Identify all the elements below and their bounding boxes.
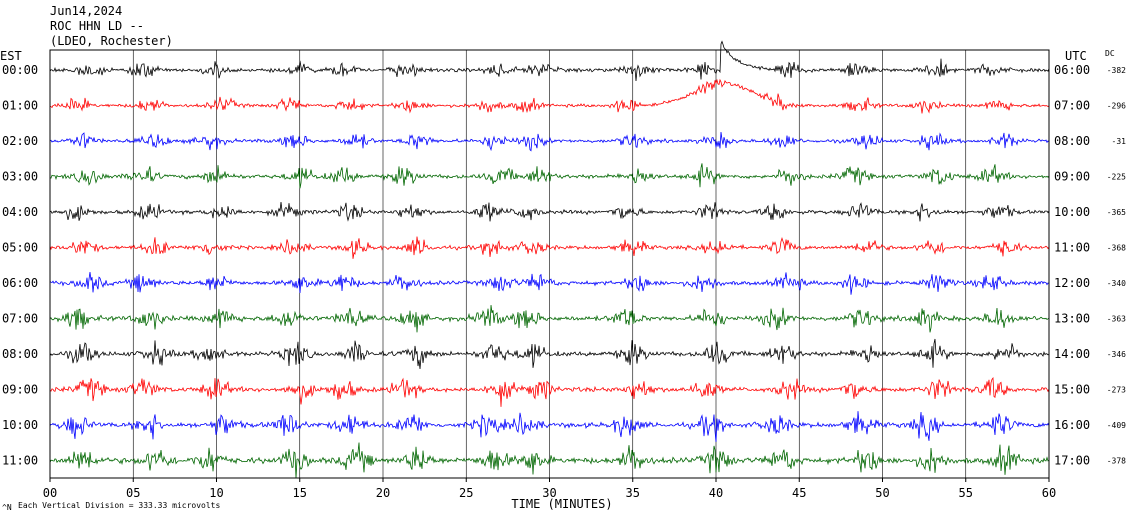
dc-offset-labels: -382 -296 -31 -225 -365 -368 -340 -363 -346 -273 -…	[1107, 66, 1126, 466]
trace-hour-0700	[49, 305, 1050, 333]
x-tick-label: 50	[875, 486, 889, 500]
trace-hour-0200	[49, 131, 1050, 152]
utc-hour-label: 08:00	[1054, 134, 1090, 148]
dc-offset-label: -296	[1107, 102, 1126, 111]
x-tick-label: 45	[792, 486, 806, 500]
est-hour-label: 03:00	[2, 170, 38, 184]
utc-hour-label: 07:00	[1054, 99, 1090, 113]
dc-offset-label: -382	[1107, 66, 1126, 75]
trace-hour-0500	[49, 236, 1050, 259]
dc-offset-label: -346	[1107, 350, 1126, 359]
network-label: (LDEO, Rochester)	[50, 34, 173, 48]
utc-hour-label: 15:00	[1054, 383, 1090, 397]
est-hour-label: 11:00	[2, 454, 38, 468]
est-hour-label: 05:00	[2, 241, 38, 255]
minute-grid	[49, 50, 1050, 478]
est-hour-label: 07:00	[2, 312, 38, 326]
utc-hour-label: 10:00	[1054, 205, 1090, 219]
x-tick-label: 20	[376, 486, 390, 500]
x-tick-label: 60	[1042, 486, 1056, 500]
scale-mark: ^N	[2, 503, 12, 512]
dc-offset-label: -365	[1107, 208, 1126, 217]
est-hour-label: 01:00	[2, 99, 38, 113]
trace-hour-0100	[49, 78, 1050, 114]
dc-offset-label: -363	[1107, 315, 1126, 324]
est-hour-label: 00:00	[2, 63, 38, 77]
dc-header: DC	[1105, 49, 1115, 58]
est-hour-label: 08:00	[2, 347, 38, 361]
trace-hour-0400	[49, 202, 1050, 222]
est-hour-label: 10:00	[2, 418, 38, 432]
dc-offset-label: -409	[1107, 421, 1126, 430]
x-axis-title: TIME (MINUTES)	[511, 497, 612, 511]
date-label: Jun14,2024	[50, 4, 122, 18]
utc-hour-labels: 06:00 07:00 08:00 09:00 10:00 11:00 12:00 13:00…	[1054, 63, 1090, 468]
utc-hour-label: 12:00	[1054, 276, 1090, 290]
utc-timezone-label: UTC	[1065, 49, 1087, 63]
seismic-traces	[49, 40, 1050, 479]
x-tick-label: 55	[959, 486, 973, 500]
trace-hour-1100	[49, 442, 1050, 479]
utc-hour-label: 17:00	[1054, 454, 1090, 468]
x-tick-label: 05	[126, 486, 140, 500]
est-hour-label: 06:00	[2, 276, 38, 290]
utc-hour-label: 16:00	[1054, 418, 1090, 432]
x-tick-label: 15	[293, 486, 307, 500]
x-tick-label: 40	[709, 486, 723, 500]
trace-hour-1000	[49, 411, 1050, 442]
dc-offset-label: -340	[1107, 279, 1126, 288]
x-tick-label: 00	[43, 486, 57, 500]
trace-hour-0300	[49, 163, 1050, 189]
trace-hour-0800	[49, 338, 1050, 370]
x-axis-ticks: 00 05 10 15 20 25 30 35 40 45 50 55 60	[43, 478, 1056, 500]
utc-hour-label: 13:00	[1054, 312, 1090, 326]
est-timezone-label: EST	[0, 49, 22, 63]
est-hour-label: 04:00	[2, 205, 38, 219]
dc-offset-label: -273	[1107, 386, 1126, 395]
station-label: ROC HHN LD --	[50, 19, 144, 33]
x-tick-label: 10	[209, 486, 223, 500]
utc-hour-label: 06:00	[1054, 63, 1090, 77]
est-hour-label: 09:00	[2, 383, 38, 397]
x-tick-label: 25	[459, 486, 473, 500]
utc-hour-label: 11:00	[1054, 241, 1090, 255]
dc-offset-label: -225	[1107, 173, 1126, 182]
est-hour-labels: 00:00 01:00 02:00 03:00 04:00 05:00 06:00 07:00…	[2, 63, 38, 468]
trace-hour-0000	[49, 40, 1050, 82]
dc-offset-label: -378	[1107, 457, 1126, 466]
dc-offset-label: -368	[1107, 244, 1126, 253]
trace-hour-0900	[49, 377, 1050, 407]
dc-offset-label: -31	[1112, 137, 1127, 146]
utc-hour-label: 09:00	[1054, 170, 1090, 184]
scale-note: Each Vertical Division = 333.33 microvol…	[18, 501, 220, 510]
trace-hour-0600	[49, 272, 1050, 295]
x-tick-label: 35	[626, 486, 640, 500]
x-tick-label: 30	[542, 486, 556, 500]
est-hour-label: 02:00	[2, 134, 38, 148]
utc-hour-label: 14:00	[1054, 347, 1090, 361]
